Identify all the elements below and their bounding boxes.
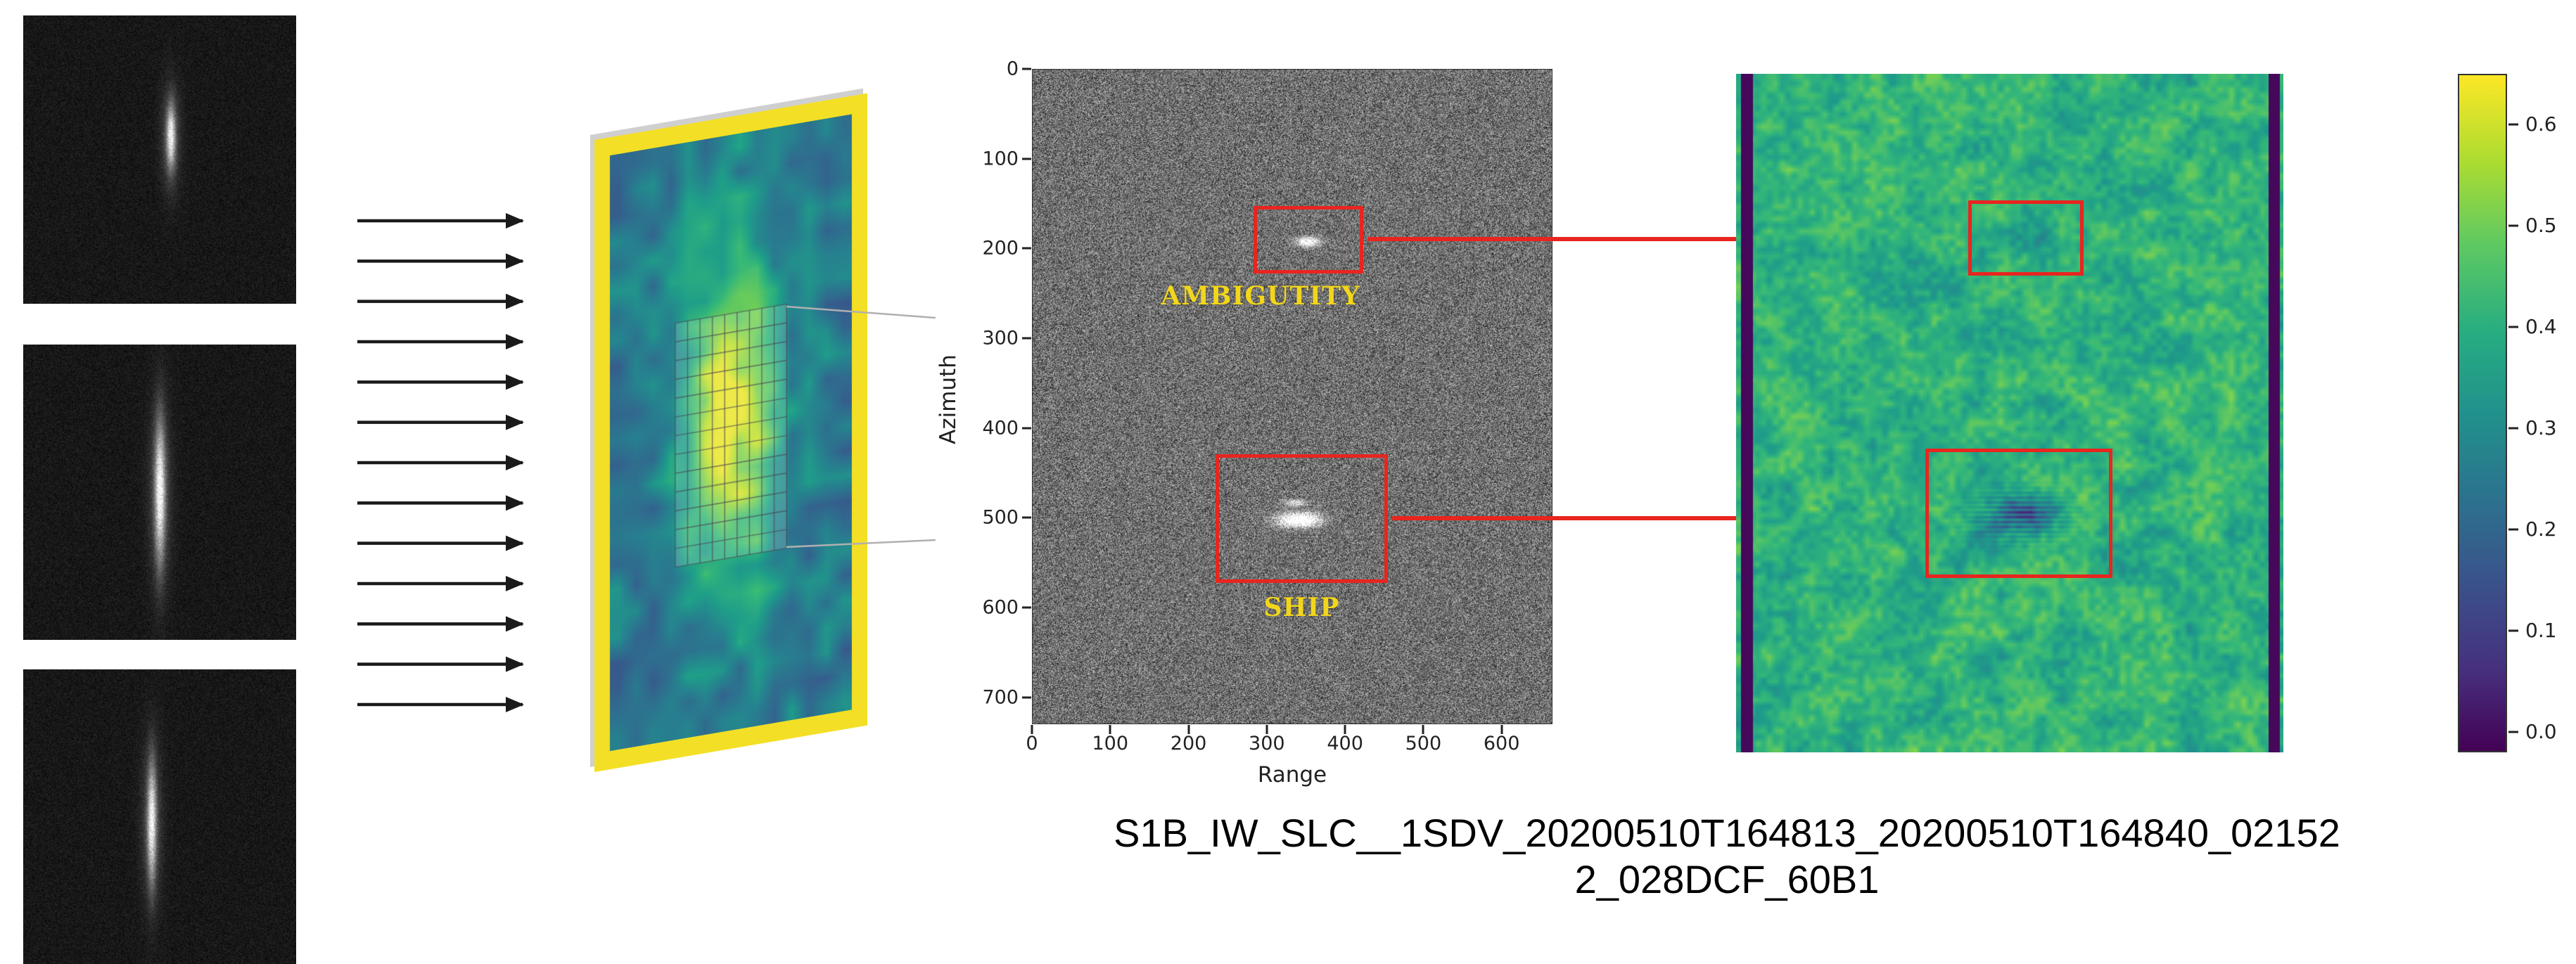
y-tick-label: 500 [969,508,1019,527]
sar-intensity-image [1032,69,1552,724]
ship-bbox [1216,454,1388,583]
colorbar-tick-label: 0.1 [2525,621,2557,641]
x-tick-mark [1344,725,1346,734]
x-tick-mark [1109,725,1111,734]
y-tick-mark [1022,68,1031,70]
y-tick-mark [1022,158,1031,160]
y-tick-mark [1022,607,1031,609]
caption-line-1: S1B_IW_SLC__1SDV_20200510T164813_2020051… [1024,810,2430,856]
colorbar-gradient [2458,74,2507,752]
caption-line-2: 2_028DCF_60B1 [1024,856,2430,903]
x-tick-label: 100 [1092,734,1128,753]
colorbar: 0.6 0.5 0.4 0.3 0.2 0.1 0.0 [2458,74,2576,752]
colorbar-tick-label: 0.4 [2525,317,2557,337]
y-tick-mark [1022,338,1031,340]
x-tick-mark [1265,725,1268,734]
coherence-image [1736,74,2283,752]
ambiguity-bbox [1254,206,1363,274]
y-tick-label: 0 [969,60,1019,79]
ambiguity-label: AMBIGUTITY [1158,281,1363,311]
x-tick-label: 300 [1249,734,1285,753]
ambiguity-bbox-heatmap [1968,200,2084,276]
y-tick-mark [1022,248,1031,250]
figure-canvas: 0 100 200 300 400 500 600 700 0 100 200 300 400 500 6… [0,0,2576,964]
y-axis-label: Azimuth [934,350,962,449]
flow-arrows [355,211,552,717]
x-tick-label: 600 [1484,734,1520,753]
sar-detection-plot: 0 100 200 300 400 500 600 700 0 100 200 300 400 500 6… [893,28,1597,812]
x-tick-label: 200 [1171,734,1207,753]
x-tick-mark [1422,725,1424,734]
y-tick-label: 700 [969,688,1019,707]
colorbar-tick-mark [2508,630,2518,632]
colorbar-tick-label: 0.3 [2525,418,2557,438]
sar-subaperture-patch-1 [23,15,296,304]
colorbar-tick-label: 0.0 [2525,722,2557,742]
ship-label: SHIP [1216,593,1388,622]
x-tick-label: 400 [1327,734,1363,753]
colorbar-tick-mark [2508,529,2518,531]
y-tick-label: 400 [969,418,1019,437]
x-tick-mark [1187,725,1190,734]
colorbar-tick-mark [2508,428,2518,430]
y-tick-mark [1022,696,1031,698]
x-axis-label: Range [1032,762,1552,788]
colorbar-tick-label: 0.6 [2525,115,2557,134]
y-tick-label: 300 [969,329,1019,348]
colorbar-tick-mark [2508,326,2518,328]
colorbar-tick-mark [2508,731,2518,733]
colorbar-tick-mark [2508,225,2518,227]
y-tick-label: 200 [969,239,1019,258]
x-tick-label: 0 [1026,734,1038,753]
ship-bbox-heatmap [1925,449,2112,578]
sar-subaperture-patch-3 [23,669,296,964]
x-tick-label: 500 [1405,734,1442,753]
y-tick-label: 100 [969,149,1019,168]
x-tick-mark [1500,725,1503,734]
colorbar-tick-label: 0.2 [2525,520,2557,539]
x-tick-mark [1031,725,1033,734]
colorbar-tick-label: 0.5 [2525,216,2557,236]
y-tick-mark [1022,427,1031,429]
y-tick-label: 600 [969,598,1019,617]
y-tick-mark [1022,517,1031,519]
coherence-heatmap [1736,74,2283,752]
caption: S1B_IW_SLC__1SDV_20200510T164813_2020051… [1024,810,2430,903]
sar-subaperture-patch-2 [23,345,296,640]
colorbar-tick-mark [2508,124,2518,126]
